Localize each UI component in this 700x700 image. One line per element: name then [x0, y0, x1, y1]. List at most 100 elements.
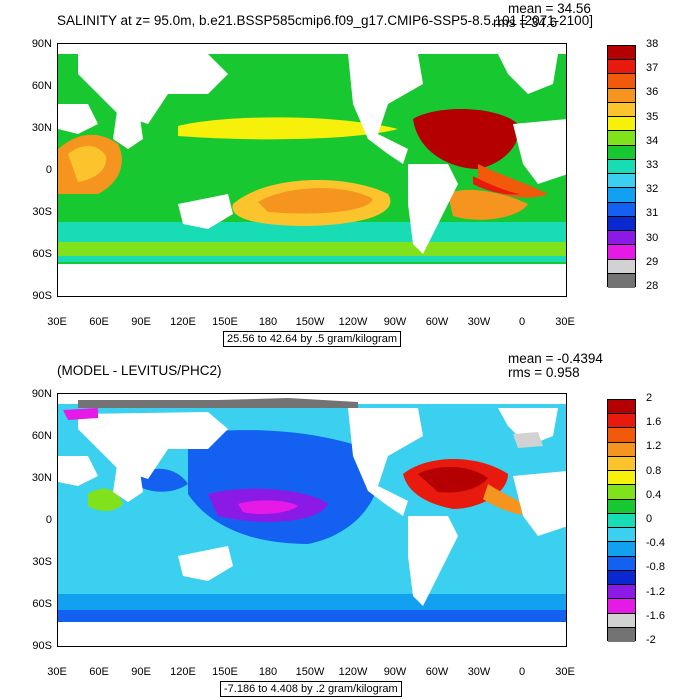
- colorbar-label: -0.8: [646, 561, 665, 574]
- lon-label: 30W: [467, 666, 491, 678]
- colorbar-cell: [608, 259, 635, 274]
- lon-label: 30E: [555, 316, 575, 328]
- salinity-field: [58, 44, 566, 296]
- colorbar-cell: [608, 499, 635, 514]
- colorbar: [607, 399, 636, 642]
- colorbar-cell: [608, 117, 635, 132]
- lat-label: 30N: [31, 472, 52, 484]
- colorbar-label: 29: [646, 255, 659, 268]
- lon-label: 150W: [295, 316, 325, 328]
- colorbar-cell: [608, 428, 635, 443]
- colorbar-label: 33: [646, 159, 659, 171]
- mean-label: mean = -0.4394: [508, 351, 603, 366]
- colorbar-cell: [608, 528, 635, 543]
- difference-panel: (MODEL - LEVITUS/PHC2) mean = -0.4394 rm…: [0, 350, 700, 700]
- colorbar-cell: [608, 456, 635, 472]
- colorbar-cell: [608, 542, 635, 557]
- colorbar-label: -2: [646, 634, 656, 646]
- lat-label: 60N: [31, 80, 52, 92]
- lon-label: 120W: [338, 316, 368, 328]
- difference-field: [58, 394, 566, 646]
- lon-label: 180: [258, 666, 278, 678]
- lat-label: 60S: [32, 598, 52, 610]
- colorbar-cell: [608, 46, 635, 61]
- panel-title: (MODEL - LEVITUS/PHC2): [57, 363, 222, 378]
- lat-label: 30S: [32, 556, 52, 568]
- colorbar-cell: [608, 599, 635, 614]
- lat-label: 90S: [32, 290, 52, 302]
- colorbar-cell: [608, 513, 635, 529]
- colorbar-label: -0.4: [646, 537, 665, 550]
- colorbar-label: 30: [646, 231, 659, 244]
- lon-label: 30E: [555, 666, 575, 678]
- colorbar-cell: [608, 60, 635, 75]
- colorbar-cell: [608, 471, 635, 486]
- mean-label: mean = 34.56: [508, 1, 591, 16]
- lon-label: 150E: [212, 316, 238, 328]
- contour-range-label: 25.56 to 42.64 by .5 gram/kilogram: [223, 331, 401, 347]
- colorbar-cell: [608, 400, 635, 415]
- difference-map: [57, 393, 567, 647]
- lon-label: 60E: [89, 666, 109, 678]
- lon-label: 60W: [425, 666, 449, 678]
- lat-label: 0: [45, 514, 52, 526]
- colorbar-cell: [608, 74, 635, 89]
- contour-range-label: -7.186 to 4.408 by .2 gram/kilogram: [220, 681, 402, 697]
- colorbar-cell: [608, 216, 635, 232]
- lon-label: 150E: [212, 666, 238, 678]
- colorbar-label: 35: [646, 110, 659, 123]
- colorbar-label: 34: [646, 134, 659, 147]
- panel-title: SALINITY at z= 95.0m, b.e21.BSSP585cmip6…: [57, 13, 593, 28]
- colorbar-label: 1.2: [646, 440, 662, 453]
- colorbar-cell: [608, 188, 635, 203]
- colorbar-cell: [608, 585, 635, 600]
- lon-label: 120E: [170, 666, 196, 678]
- colorbar-cell: [608, 442, 635, 457]
- colorbar-cell: [608, 570, 635, 586]
- colorbar-cell: [608, 174, 635, 189]
- colorbar-cell: [608, 627, 635, 642]
- colorbar: [607, 45, 636, 288]
- colorbar-label: 0: [646, 513, 653, 525]
- colorbar-label: 31: [646, 207, 659, 220]
- lon-label: 90W: [383, 316, 407, 328]
- lat-label: 60N: [31, 430, 52, 442]
- salinity-panel: SALINITY at z= 95.0m, b.e21.BSSP585cmip6…: [31, 1, 659, 347]
- colorbar-label: 0.4: [646, 488, 662, 501]
- colorbar-cell: [608, 556, 635, 571]
- lat-label: 90N: [31, 38, 52, 50]
- lon-label: 0: [518, 316, 526, 328]
- lon-label: 180: [258, 316, 278, 328]
- lat-label: 60S: [32, 248, 52, 260]
- lon-label: 30E: [47, 666, 67, 678]
- colorbar-label: 32: [646, 183, 659, 196]
- colorbar-cell: [608, 245, 635, 260]
- lon-label: 120W: [338, 666, 368, 678]
- colorbar-cell: [608, 273, 635, 288]
- lon-label: 30E: [47, 316, 67, 328]
- colorbar-cell: [608, 613, 635, 628]
- lat-label: 90S: [32, 640, 52, 652]
- rms-label: rms = 0.958: [508, 365, 580, 380]
- lat-label: 30S: [32, 206, 52, 218]
- colorbar-label: 0.8: [646, 464, 662, 477]
- colorbar-label: 37: [646, 62, 659, 75]
- colorbar-cell: [608, 485, 635, 500]
- colorbar-cell: [608, 88, 635, 103]
- lon-label: 30W: [467, 316, 491, 328]
- salinity-map: [57, 43, 567, 297]
- colorbar-label: 38: [646, 38, 659, 50]
- lon-label: 0: [518, 666, 526, 678]
- colorbar-cell: [608, 102, 635, 118]
- lon-label: 90E: [131, 316, 151, 328]
- lon-label: 120E: [170, 316, 196, 328]
- colorbar-cell: [608, 159, 635, 175]
- colorbar-cell: [608, 231, 635, 246]
- colorbar-label: -1.6: [646, 609, 665, 622]
- lon-label: 60W: [425, 316, 449, 328]
- lon-label: 90W: [383, 666, 407, 678]
- colorbar-cell: [608, 414, 635, 429]
- lon-label: 150W: [295, 666, 325, 678]
- lat-label: 30N: [31, 122, 52, 134]
- lon-label: 60E: [89, 316, 109, 328]
